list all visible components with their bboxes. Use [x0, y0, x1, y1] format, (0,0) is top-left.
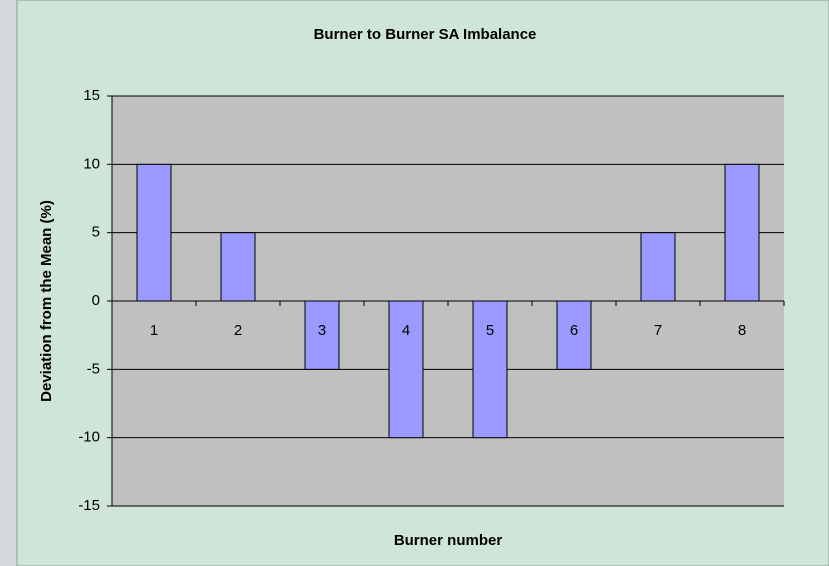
x-tick-label: 4 [402, 322, 410, 339]
bar [556, 300, 592, 370]
x-tick-label: 7 [654, 322, 662, 339]
x-tick-label: 8 [738, 322, 746, 339]
y-tick-label: -5 [87, 360, 100, 377]
bar [388, 300, 424, 439]
bar [136, 163, 172, 302]
x-tick-label: 3 [318, 322, 326, 339]
bar [472, 300, 508, 439]
y-tick-label: -15 [78, 497, 100, 514]
y-tick-label: 5 [92, 224, 100, 241]
y-tick-label: 10 [83, 155, 100, 172]
x-tick-label: 6 [570, 322, 578, 339]
x-tick-label: 5 [486, 322, 494, 339]
y-tick-label: -10 [78, 429, 100, 446]
x-tick-label: 1 [150, 322, 158, 339]
y-axis-label: Deviation from the Mean (%) [38, 200, 55, 402]
chart-title: Burner to Burner SA Imbalance [314, 26, 537, 43]
x-axis-label: Burner number [394, 532, 503, 549]
y-tick-label: 15 [83, 87, 100, 104]
bar [220, 232, 256, 302]
bar [304, 300, 340, 370]
x-tick-label: 2 [234, 322, 242, 339]
y-tick-label: 0 [92, 292, 100, 309]
bar [724, 163, 760, 302]
bar [640, 232, 676, 302]
